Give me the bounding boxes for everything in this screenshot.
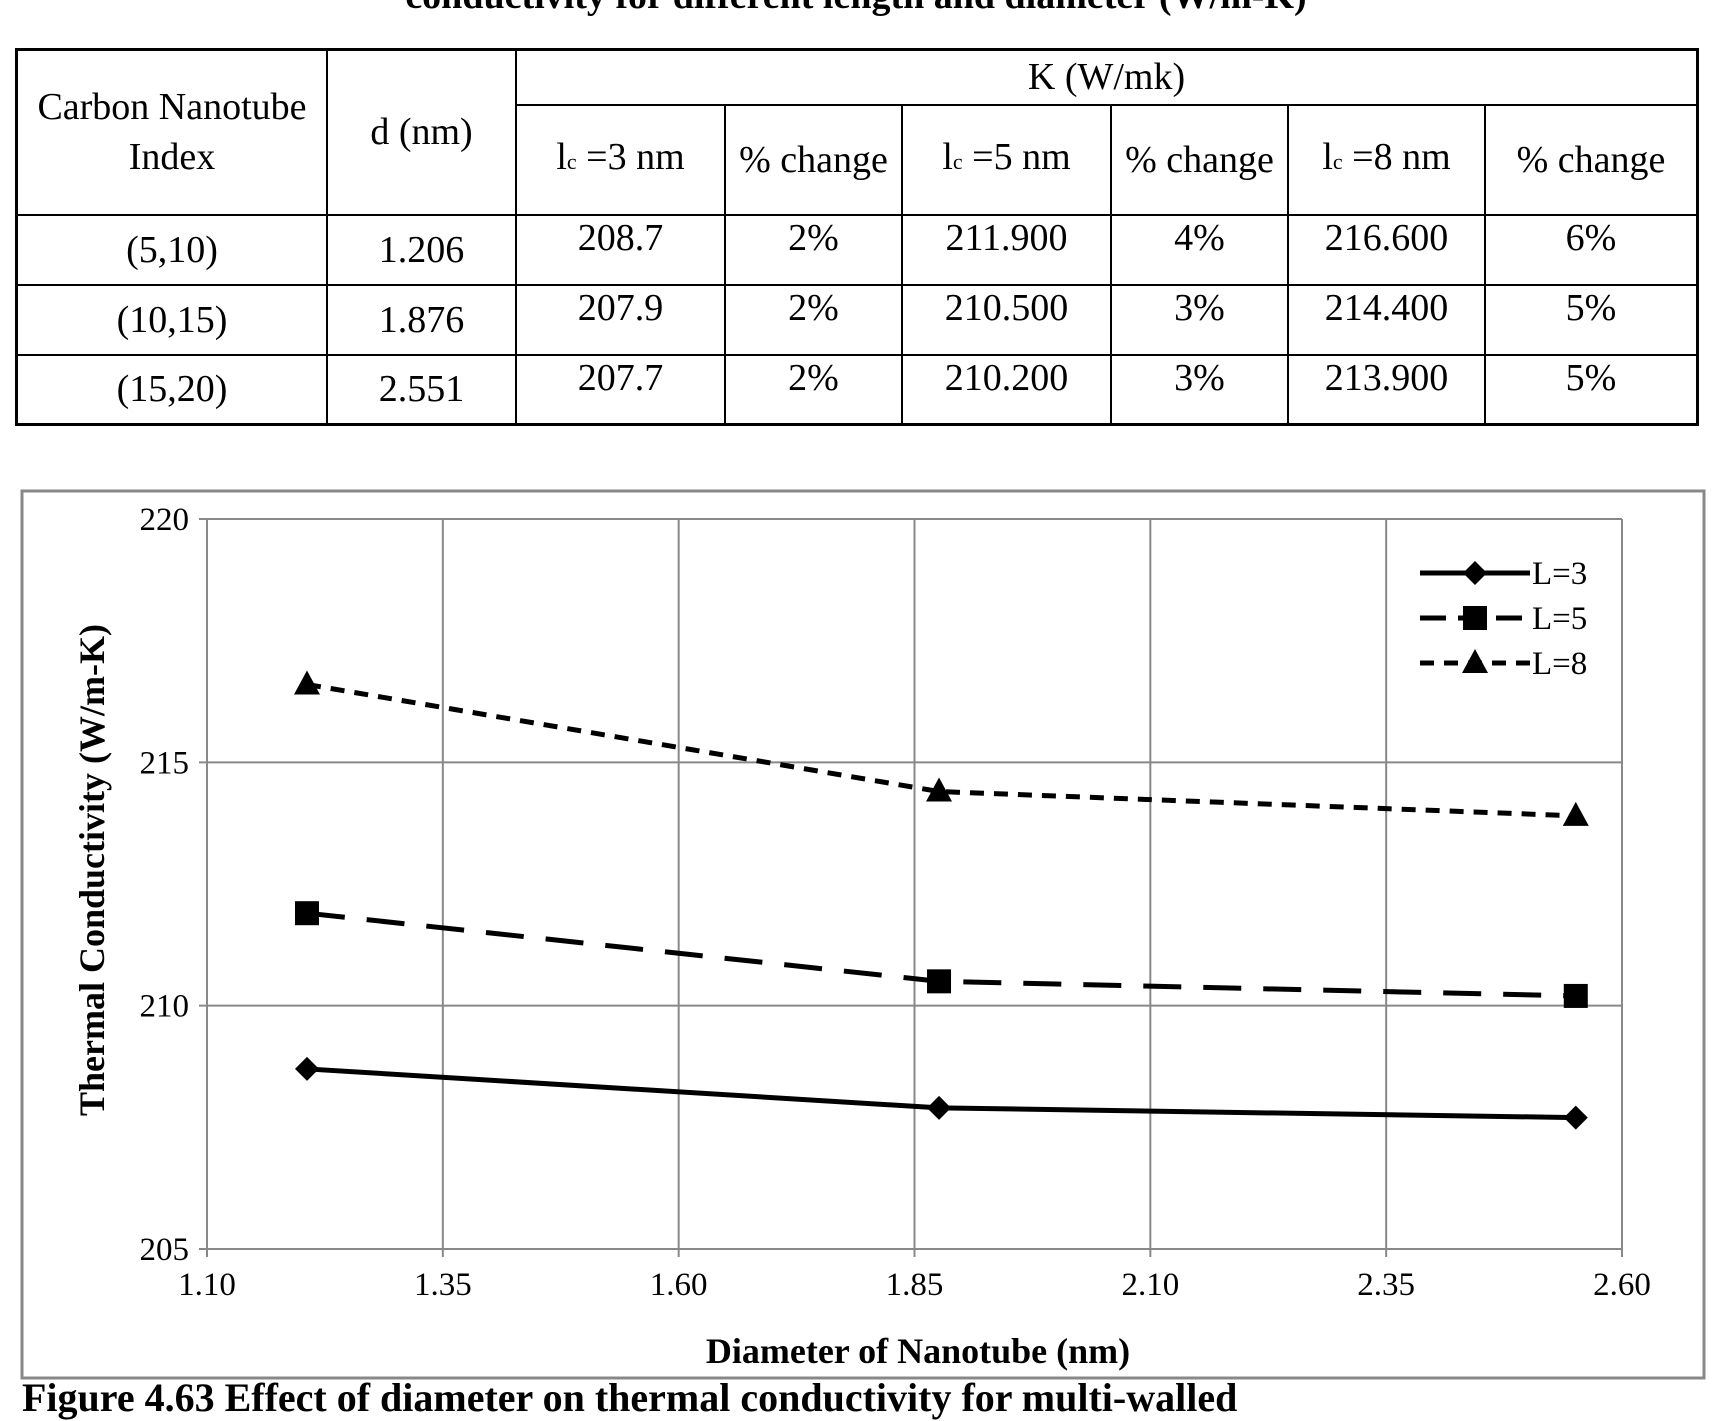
- table-cell: 2%: [724, 213, 903, 286]
- data-point-square: [1563, 983, 1588, 1008]
- y-axis-label: Thermal Conductivity (W/m-K): [72, 624, 112, 1116]
- y-tick-label: 205: [140, 1232, 190, 1268]
- data-point-diamond: [1563, 1105, 1588, 1130]
- subheader-rest: =3 nm: [576, 136, 685, 178]
- table-cell: 210.500: [901, 283, 1112, 356]
- subheader-rest: =5 nm: [962, 136, 1071, 178]
- table-cell: 207.9: [515, 283, 726, 356]
- table-cell: 5%: [1484, 353, 1699, 426]
- table-cell: 2%: [724, 353, 903, 426]
- table-cell: 2%: [724, 283, 903, 356]
- legend-marker-diamond: [1463, 561, 1487, 585]
- top-caption: conductivity for different length and di…: [0, 0, 1712, 18]
- table-cell: (10,15): [15, 283, 328, 356]
- data-point-diamond: [927, 1095, 952, 1120]
- table-cell: 216.600: [1287, 213, 1486, 286]
- data-point-triangle: [1562, 801, 1589, 826]
- data-point-triangle: [926, 777, 953, 802]
- data-point-square: [294, 901, 319, 926]
- conductivity-table: Carbon Nanotube Index d (nm) K (W/mk) lc…: [15, 48, 1699, 426]
- x-tick-label: 1.60: [650, 1267, 708, 1303]
- table-cell: 1.206: [326, 213, 517, 286]
- legend-label: L=5: [1532, 601, 1587, 637]
- subheader-4: lc =8 nm: [1287, 103, 1486, 216]
- subheader-sub: c: [952, 149, 963, 174]
- table-cell: 3%: [1110, 353, 1289, 426]
- table-row: (5,10) 1.206 208.7 2% 211.900 4% 216.600 6%: [15, 213, 1699, 286]
- table-cell: (5,10): [15, 213, 328, 286]
- table-cell: 2.551: [326, 353, 517, 426]
- x-tick-label: 1.10: [178, 1267, 236, 1303]
- subheader-l: l: [556, 136, 567, 178]
- header-k: K (W/mk): [515, 48, 1699, 106]
- subheader-l: l: [942, 136, 953, 178]
- bottom-caption: Figure 4.63 Effect of diameter on therma…: [22, 1375, 1238, 1420]
- x-axis-label: Diameter of Nanotube (nm): [706, 1331, 1130, 1371]
- subheader-2: lc =5 nm: [901, 103, 1112, 216]
- table-cell: 6%: [1484, 213, 1699, 286]
- subheader-3: % change: [1110, 103, 1289, 216]
- header-index: Carbon Nanotube Index: [15, 48, 328, 216]
- x-tick-label: 1.85: [886, 1267, 944, 1303]
- table-cell: 207.7: [515, 353, 726, 426]
- x-tick-label: 2.35: [1357, 1267, 1415, 1303]
- legend-label: L=3: [1532, 556, 1587, 592]
- data-point-triangle: [293, 670, 320, 695]
- subheader-1: % change: [724, 103, 903, 216]
- data-point-diamond: [294, 1056, 319, 1081]
- legend-marker-square: [1463, 606, 1487, 630]
- y-tick-label: 220: [140, 502, 190, 538]
- table-cell: 3%: [1110, 283, 1289, 356]
- subheader-l: l: [1322, 136, 1333, 178]
- chart-frame: [20, 489, 1706, 1380]
- table-cell: 4%: [1110, 213, 1289, 286]
- table-cell: 211.900: [901, 213, 1112, 286]
- series-line-L=8: [306, 682, 1576, 819]
- table-cell: 1.876: [326, 283, 517, 356]
- table-cell: 210.200: [901, 353, 1112, 426]
- subheader-5: % change: [1484, 103, 1699, 216]
- legend-marker-triangle: [1462, 649, 1488, 673]
- table-cell: (15,20): [15, 353, 328, 426]
- subheader-0: lc =3 nm: [515, 103, 726, 216]
- subheader-sub: c: [1332, 149, 1343, 174]
- table-cell: 213.900: [1287, 353, 1486, 426]
- table-cell: 214.400: [1287, 283, 1486, 356]
- table-row: (10,15) 1.876 207.9 2% 210.500 3% 214.400 5%: [15, 283, 1699, 356]
- x-tick-label: 2.10: [1121, 1267, 1179, 1303]
- subheader-sub: c: [566, 149, 577, 174]
- x-tick-label: 1.35: [414, 1267, 472, 1303]
- y-tick-label: 215: [140, 745, 190, 781]
- subheader-rest: =8 nm: [1342, 136, 1451, 178]
- table-row: (15,20) 2.551 207.7 2% 210.200 3% 213.900 5%: [15, 353, 1699, 426]
- header-d: d (nm): [326, 48, 517, 216]
- y-tick-label: 210: [140, 989, 190, 1025]
- data-point-square: [927, 969, 952, 994]
- table-cell: 208.7: [515, 213, 726, 286]
- table-cell: 5%: [1484, 283, 1699, 356]
- x-tick-label: 2.60: [1593, 1267, 1651, 1303]
- legend-label: L=8: [1532, 646, 1587, 682]
